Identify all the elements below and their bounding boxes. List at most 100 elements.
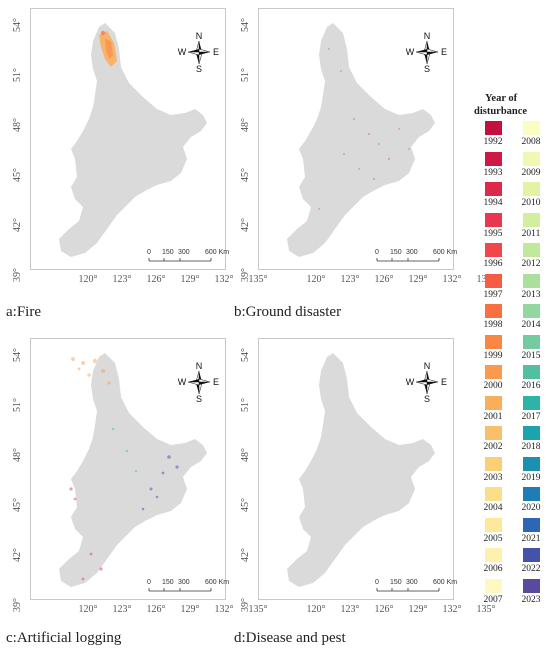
legend-year-label: 1995: [483, 228, 503, 239]
legend-item: 2019: [514, 456, 548, 483]
legend-swatch: [522, 548, 540, 562]
legend-item: 2000: [476, 365, 510, 391]
legend-year-label: 2007: [483, 594, 503, 605]
scale-bar-label: 300: [406, 249, 418, 256]
artificial-logging-disturbance: [69, 357, 179, 581]
legend-swatch: [484, 304, 502, 318]
legend-year-label: 2019: [521, 472, 541, 483]
lat-tick-label: 42°: [12, 548, 23, 562]
legend-swatch: [484, 121, 502, 135]
legend-swatch: [522, 243, 540, 257]
map-artificial-logging: [31, 339, 220, 592]
legend-item: 2021: [514, 517, 548, 544]
lon-tick-label: 123°: [112, 604, 132, 615]
legend-item: 1992: [476, 121, 510, 147]
legend-swatch: [522, 517, 540, 532]
legend-item: 2009: [514, 151, 548, 178]
legend-year-label: 1992: [483, 137, 503, 147]
map-ground-disaster: [259, 9, 448, 262]
lon-tick-label: 120°: [78, 604, 98, 615]
legend-swatch: [484, 273, 502, 288]
legend-item: 2022: [514, 548, 548, 574]
caption-artificial-logging: c:Artificial logging: [6, 630, 122, 646]
legend-year-label: 2011: [521, 228, 541, 239]
legend-item: 2008: [514, 121, 548, 147]
region-outline: [287, 353, 435, 587]
scale-bar-label: 600 Km: [433, 249, 458, 256]
caption-fire: a:Fire: [6, 304, 41, 320]
legend-item: 2004: [476, 487, 510, 513]
legend-year-label: 2012: [521, 259, 541, 269]
legend-item: 2012: [514, 243, 548, 269]
map-disease-pest: [259, 339, 448, 592]
legend-item: 1994: [476, 182, 510, 208]
lat-tick-label: 45°: [12, 498, 23, 512]
legend-swatch: [484, 182, 502, 196]
scale-bar-label: 0: [375, 249, 379, 256]
legend-item: 2017: [514, 395, 548, 422]
lon-tick-label: 120°: [306, 604, 326, 615]
lat-tick-label: 48°: [12, 118, 23, 132]
legend-year-label: 2018: [521, 442, 541, 452]
legend-swatch: [522, 426, 540, 440]
lat-tick-label: 54°: [12, 18, 23, 32]
legend-swatch: [484, 212, 502, 227]
region-outline: [287, 23, 435, 257]
legend-swatch: [522, 487, 540, 501]
legend-year-label: 2008: [521, 137, 541, 147]
lat-tick-label: 39°: [12, 598, 23, 612]
legend-item: 2007: [476, 578, 510, 605]
lon-tick-label: 135°: [476, 604, 496, 615]
legend-swatch: [522, 334, 540, 349]
legend-item: 2002: [476, 426, 510, 452]
legend-item: 1993: [476, 151, 510, 178]
legend-year-label: 1999: [483, 350, 503, 361]
lat-tick-label: 39°: [240, 598, 251, 612]
legend-swatch: [522, 121, 540, 135]
lon-tick-label: 120°: [78, 274, 98, 285]
legend-year-label: 1998: [483, 320, 503, 330]
scale-bar-label: 300: [406, 579, 418, 586]
legend-swatch: [522, 304, 540, 318]
legend-swatch: [484, 151, 502, 166]
legend-year-label: 2023: [521, 594, 541, 605]
legend-title-line2: disturbance: [474, 106, 528, 117]
legend-item: 2010: [514, 182, 548, 208]
lat-tick-label: 51°: [240, 68, 251, 82]
scale-bar-label: 0: [147, 579, 151, 586]
lat-tick-label: 39°: [240, 268, 251, 282]
legend-swatch: [484, 334, 502, 349]
legend-item: 1996: [476, 243, 510, 269]
legend-item: 2014: [514, 304, 548, 330]
legend-year-label: 2002: [483, 442, 503, 452]
lon-tick-label: 132°: [442, 274, 462, 285]
legend-title: Year of disturbance: [474, 92, 527, 118]
legend-swatch: [522, 578, 540, 593]
scale-bar-label: 0: [147, 249, 151, 256]
lat-tick-label: 51°: [12, 68, 23, 82]
lat-tick-label: 48°: [12, 448, 23, 462]
region-outline: [59, 23, 207, 257]
lat-tick-label: 45°: [240, 168, 251, 182]
legend-swatch: [484, 365, 502, 379]
scale-bar-label: 150: [390, 579, 402, 586]
lon-tick-label: 129°: [180, 274, 200, 285]
lon-tick-label: 129°: [408, 274, 428, 285]
lon-tick-label: 120°: [306, 274, 326, 285]
scale-bar-label: 150: [162, 249, 174, 256]
legend-item: 1999: [476, 334, 510, 361]
legend-item: 2020: [514, 487, 548, 513]
scale-bar-label: 600 Km: [433, 579, 458, 586]
lon-tick-label: 135°: [248, 274, 268, 285]
map-frame-artificial-logging: [30, 338, 226, 600]
lon-tick-label: 123°: [340, 274, 360, 285]
ground-disaster-disturbance: [318, 48, 410, 210]
legend-year-label: 2006: [483, 564, 503, 574]
scale-bar-label: 0: [375, 579, 379, 586]
legend-item: 1998: [476, 304, 510, 330]
map-fire: [31, 9, 220, 262]
legend-item: 2018: [514, 426, 548, 452]
legend-year-label: 2004: [483, 503, 503, 513]
lat-tick-label: 45°: [12, 168, 23, 182]
legend-year-label: 2005: [483, 533, 503, 544]
